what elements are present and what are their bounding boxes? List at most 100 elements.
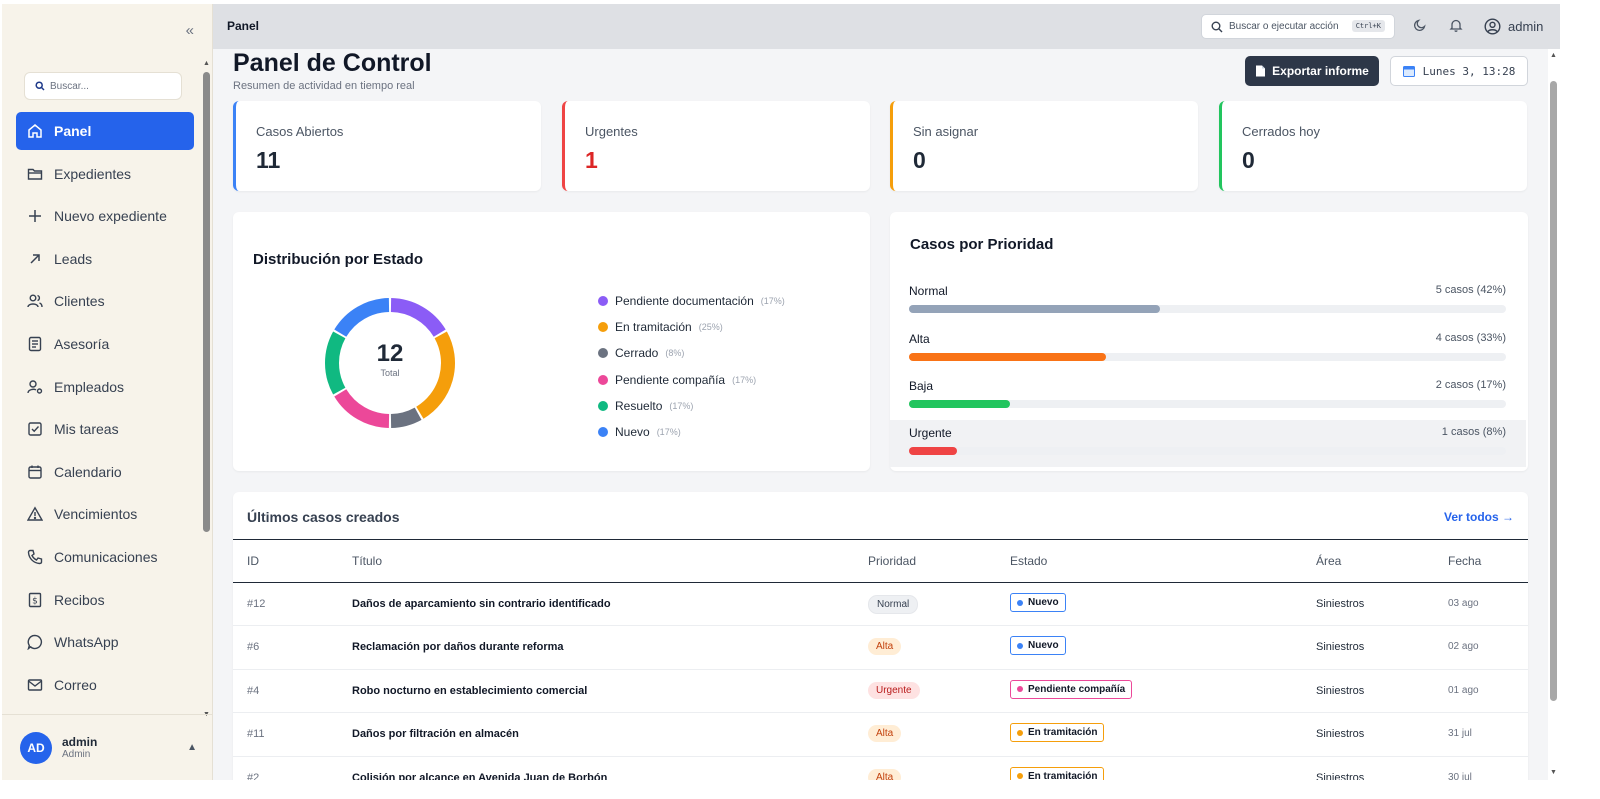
- sidebar-item-recibos[interactable]: $ Recibos: [16, 581, 194, 619]
- legend-percent: (17%): [669, 400, 694, 411]
- column-header-id[interactable]: ID: [247, 554, 259, 568]
- column-header-titulo[interactable]: Título: [352, 554, 383, 568]
- priority-count: 1 casos (8%): [1441, 426, 1506, 438]
- table-row[interactable]: #11 Daños por filtración en almacén Alta…: [233, 713, 1528, 757]
- priority-card: Casos por Prioridad Normal 5 casos (42%)…: [890, 212, 1528, 471]
- sidebar-user[interactable]: AD admin Admin ▲: [2, 714, 213, 780]
- sidebar-item-correo[interactable]: Correo: [16, 666, 194, 704]
- priority-row-urgente[interactable]: Urgente 1 casos (8%): [890, 420, 1526, 467]
- donut-slice-resuelto[interactable]: [325, 331, 346, 395]
- case-id[interactable]: #4: [247, 684, 260, 697]
- sidebar-search-input[interactable]: Buscar...: [24, 72, 182, 100]
- view-all-link[interactable]: Ver todos →: [1443, 510, 1514, 524]
- sidebar-item-panel[interactable]: Panel: [16, 112, 194, 150]
- sidebar-item-comunicaciones[interactable]: Comunicaciones: [16, 538, 194, 576]
- case-id[interactable]: #6: [247, 641, 260, 654]
- donut-slice-cerrado[interactable]: [390, 407, 422, 428]
- column-header-estado[interactable]: Estado: [1010, 554, 1048, 568]
- legend-dot: [598, 400, 608, 411]
- legend-item[interactable]: Resuelto (17%): [598, 393, 785, 419]
- case-title[interactable]: Reclamación por daños durante reforma: [352, 641, 564, 654]
- svg-text:$: $: [32, 596, 38, 606]
- status-chart-title: Distribución por Estado: [253, 251, 424, 268]
- sidebar-item-leads[interactable]: Leads: [16, 240, 194, 278]
- main-scrollbar[interactable]: ▲ ▼: [1548, 49, 1560, 780]
- page-subtitle: Resumen de actividad en tiempo real: [233, 80, 415, 92]
- caret-up-icon[interactable]: ▲: [187, 742, 197, 753]
- case-date: 30 jul: [1448, 771, 1472, 780]
- case-title[interactable]: Daños por filtración en almacén: [352, 728, 519, 741]
- priority-row-baja[interactable]: Baja 2 casos (17%): [890, 373, 1526, 420]
- sidebar-item-asesoria[interactable]: Asesoría: [16, 325, 194, 363]
- table-row[interactable]: #2 Colisión por alcance en Avenida Juan …: [233, 757, 1528, 780]
- case-id[interactable]: #2: [247, 771, 260, 780]
- stat-label: Casos Abiertos: [256, 124, 344, 139]
- donut-slice-pendiente-documentación[interactable]: [390, 298, 446, 337]
- donut-slice-pendiente-compañía[interactable]: [334, 389, 390, 428]
- case-title[interactable]: Colisión por alcance en Avenida Juan de …: [352, 771, 608, 780]
- calendar-icon: [1402, 66, 1415, 77]
- table-row[interactable]: #4 Robo nocturno en establecimiento come…: [233, 670, 1528, 714]
- stat-label: Urgentes: [585, 124, 638, 139]
- status-legend: Pendiente documentación (17%) En tramita…: [598, 288, 785, 445]
- priority-bar-fill: [909, 447, 957, 455]
- sidebar-scrollbar[interactable]: ▲ ▼: [203, 60, 210, 718]
- sidebar-item-label: Calendario: [54, 463, 122, 480]
- priority-name: Baja: [909, 379, 934, 393]
- sidebar-item-mis-tareas[interactable]: Mis tareas: [16, 410, 194, 448]
- legend-item[interactable]: En tramitación (25%): [598, 314, 785, 340]
- case-id[interactable]: #11: [247, 728, 265, 741]
- legend-percent: (17%): [732, 374, 757, 385]
- user-circle-icon: [1484, 18, 1501, 35]
- priority-name: Alta: [909, 332, 930, 346]
- legend-item[interactable]: Pendiente compañía (17%): [598, 367, 785, 393]
- topbar-user[interactable]: admin: [1484, 18, 1543, 35]
- bell-icon[interactable]: [1449, 18, 1463, 32]
- table-header: ID Título Prioridad Estado Área Fecha: [233, 539, 1528, 583]
- priority-count: 5 casos (42%): [1435, 284, 1506, 296]
- sidebar-item-calendario[interactable]: Calendario: [16, 453, 194, 491]
- case-title[interactable]: Robo nocturno en establecimiento comerci…: [352, 684, 588, 697]
- column-header-fecha[interactable]: Fecha: [1448, 554, 1482, 568]
- column-header-prioridad[interactable]: Prioridad: [868, 554, 917, 568]
- stat-value: 0: [913, 147, 926, 173]
- stat-value: 0: [1242, 147, 1255, 173]
- sidebar: « Buscar... ▲ ▼ Panel Expedientes Nuevo e…: [2, 4, 213, 780]
- case-id[interactable]: #12: [247, 598, 266, 610]
- sidebar-item-nuevo-expediente[interactable]: Nuevo expediente: [16, 197, 194, 235]
- priority-row-normal[interactable]: Normal 5 casos (42%): [890, 278, 1526, 325]
- priority-badge: Alta: [868, 768, 902, 780]
- legend-item[interactable]: Nuevo (17%): [598, 419, 785, 445]
- status-badge: En tramitación: [1010, 766, 1105, 780]
- column-header-area[interactable]: Área: [1316, 554, 1342, 568]
- priority-bar-track: [909, 447, 1506, 455]
- table-row[interactable]: #6 Reclamación por daños durante reforma…: [233, 626, 1528, 670]
- command-search-input[interactable]: Buscar o ejecutar acción Ctrl+K: [1201, 14, 1395, 39]
- users-icon: [27, 294, 43, 308]
- sidebar-item-label: Clientes: [54, 293, 105, 310]
- priority-badge: Urgente: [868, 681, 920, 699]
- status-dot: [1017, 729, 1023, 736]
- status-dot: [1017, 686, 1023, 693]
- sidebar-item-label: Asesoría: [54, 335, 110, 352]
- donut-slice-nuevo[interactable]: [334, 298, 390, 337]
- case-title[interactable]: Daños de aparcamiento sin contrario iden…: [352, 598, 611, 610]
- sidebar-item-vencimientos[interactable]: Vencimientos: [16, 495, 194, 533]
- export-report-button[interactable]: Exportar informe: [1245, 56, 1379, 86]
- legend-item[interactable]: Cerrado (8%): [598, 340, 785, 366]
- moon-icon[interactable]: [1413, 18, 1427, 32]
- donut-slice-en-tramitación[interactable]: [416, 331, 455, 419]
- sidebar-item-empleados[interactable]: Empleados: [16, 368, 194, 406]
- collapse-sidebar-button[interactable]: «: [185, 22, 194, 39]
- sidebar-item-label: Comunicaciones: [54, 548, 158, 565]
- sidebar-item-whatsapp[interactable]: WhatsApp: [16, 623, 194, 661]
- priority-row-alta[interactable]: Alta 4 casos (33%): [890, 326, 1526, 373]
- sidebar-item-clientes[interactable]: Clientes: [16, 282, 194, 320]
- sidebar-item-label: WhatsApp: [54, 634, 119, 651]
- priority-bar-fill: [909, 353, 1106, 361]
- date-button[interactable]: Lunes 3, 13:28: [1390, 56, 1528, 86]
- table-row[interactable]: #12 Daños de aparcamiento sin contrario …: [233, 583, 1528, 627]
- stat-card-cerrados-hoy: Cerrados hoy 0: [1219, 101, 1527, 191]
- legend-item[interactable]: Pendiente documentación (17%): [598, 288, 785, 314]
- sidebar-item-expedientes[interactable]: Expedientes: [16, 155, 194, 193]
